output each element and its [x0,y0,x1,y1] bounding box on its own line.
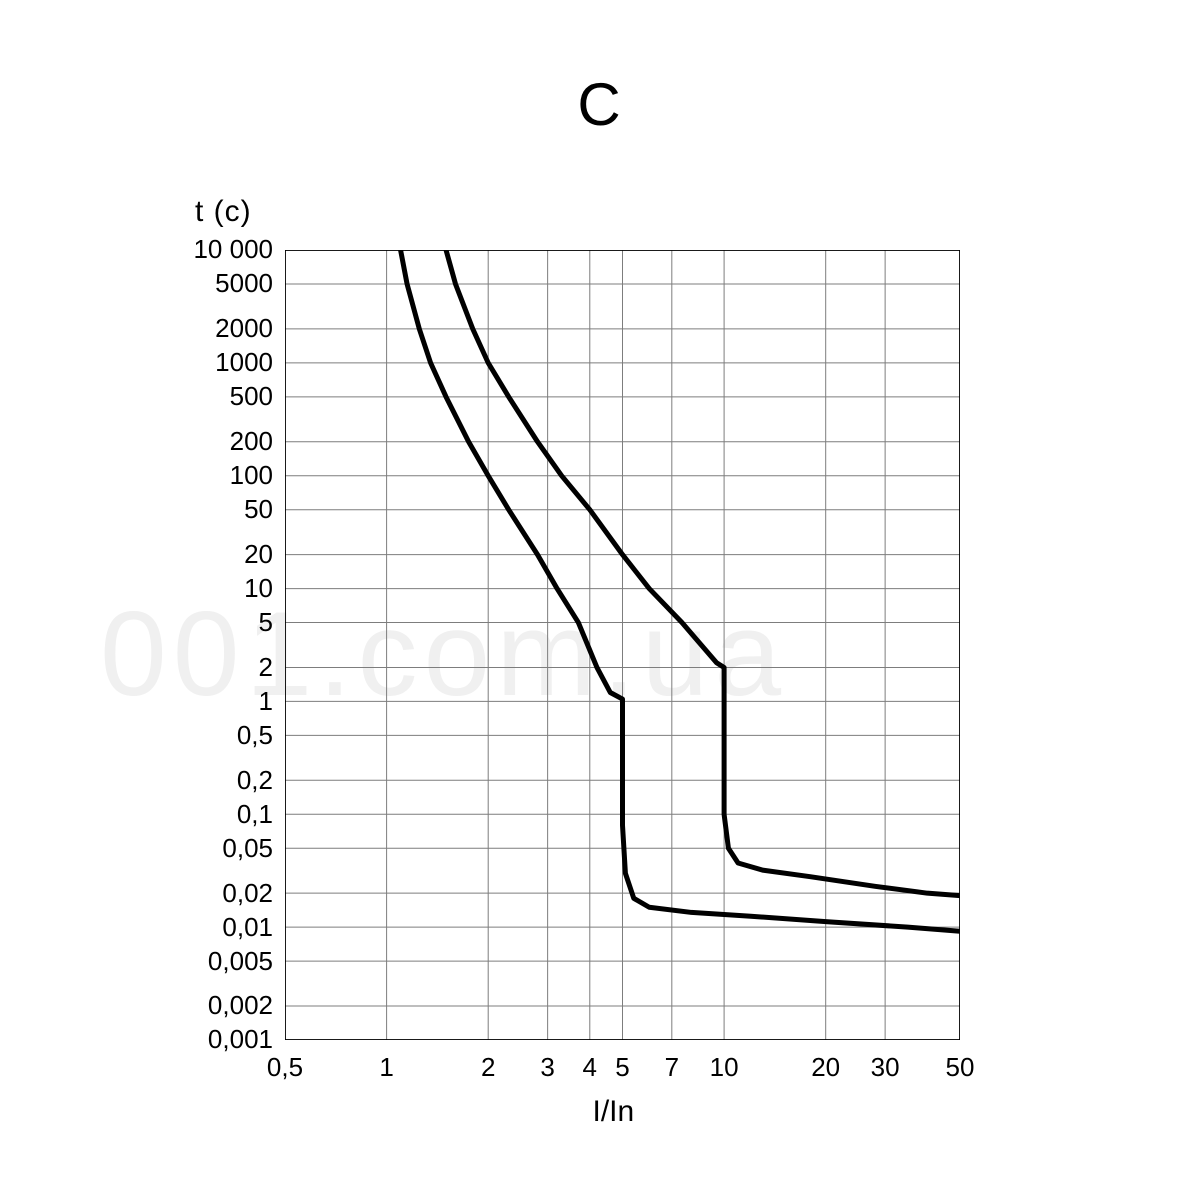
y-tick-label: 0,005 [208,946,273,977]
y-tick-label: 0,5 [237,720,273,751]
x-tick-label: 30 [865,1052,905,1083]
x-tick-label: 50 [940,1052,980,1083]
curve-upper [446,250,960,896]
y-tick-label: 1000 [215,347,273,378]
y-tick-label: 5000 [215,268,273,299]
y-tick-label: 0,05 [222,833,273,864]
x-tick-label: 3 [528,1052,568,1083]
y-tick-label: 100 [230,460,273,491]
x-tick-label: 2 [468,1052,508,1083]
chart-title: C [577,70,622,139]
x-axis-label: I/In [593,1095,635,1129]
y-tick-label: 0,1 [237,799,273,830]
y-tick-label: 2000 [215,313,273,344]
y-tick-label: 50 [244,494,273,525]
y-tick-label: 0,02 [222,878,273,909]
y-tick-label: 1 [259,686,273,717]
x-tick-label: 20 [806,1052,846,1083]
x-tick-label: 7 [652,1052,692,1083]
y-tick-label: 10 [244,573,273,604]
y-axis-label: t (c) [195,195,252,229]
x-tick-label: 1 [367,1052,407,1083]
y-tick-label: 0,001 [208,1024,273,1055]
y-tick-label: 0,2 [237,765,273,796]
x-tick-label: 10 [704,1052,744,1083]
y-tick-label: 200 [230,426,273,457]
chart-plot-area [285,250,960,1040]
x-tick-label: 0,5 [265,1052,305,1083]
x-tick-label: 5 [603,1052,643,1083]
y-tick-label: 20 [244,539,273,570]
y-tick-label: 2 [259,652,273,683]
y-tick-label: 500 [230,381,273,412]
y-tick-label: 0,002 [208,990,273,1021]
y-tick-label: 10 000 [193,234,273,265]
y-tick-label: 0,01 [222,912,273,943]
y-tick-label: 5 [259,607,273,638]
